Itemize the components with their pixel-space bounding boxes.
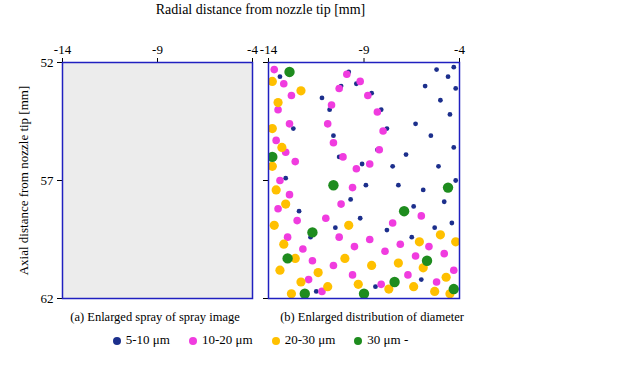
svg-text:-14: -14 [260,42,278,57]
html-text:(b) Enlarged distribution of d: (b) Enlarged distribution of diameter [280,310,464,324]
svg-text:-4: -4 [247,42,258,57]
html-text:20-30 μm: 20-30 μm [284,332,336,347]
svg-text:57: 57 [41,173,55,188]
svg-text:-4: -4 [454,42,465,57]
svg-text:62: 62 [41,291,54,306]
svg-text:52: 52 [41,55,54,70]
svg-text:-9: -9 [152,42,163,57]
html-text:10-20 μm: 10-20 μm [202,332,253,347]
svg-text:Axial distance from nozzle tip: Axial distance from nozzle tip [mm] [16,86,31,276]
html-text:5-10 μm: 5-10 μm [125,332,170,347]
html-text:30 μm -: 30 μm - [367,332,409,347]
svg-text:-9: -9 [359,42,370,57]
html-text:(a) Enlarged spray of spray im: (a) Enlarged spray of spray image [70,310,240,324]
html-text:Radial distance from nozzle ti: Radial distance from nozzle tip [mm] [155,2,366,17]
svg-text:-14: -14 [54,42,72,57]
